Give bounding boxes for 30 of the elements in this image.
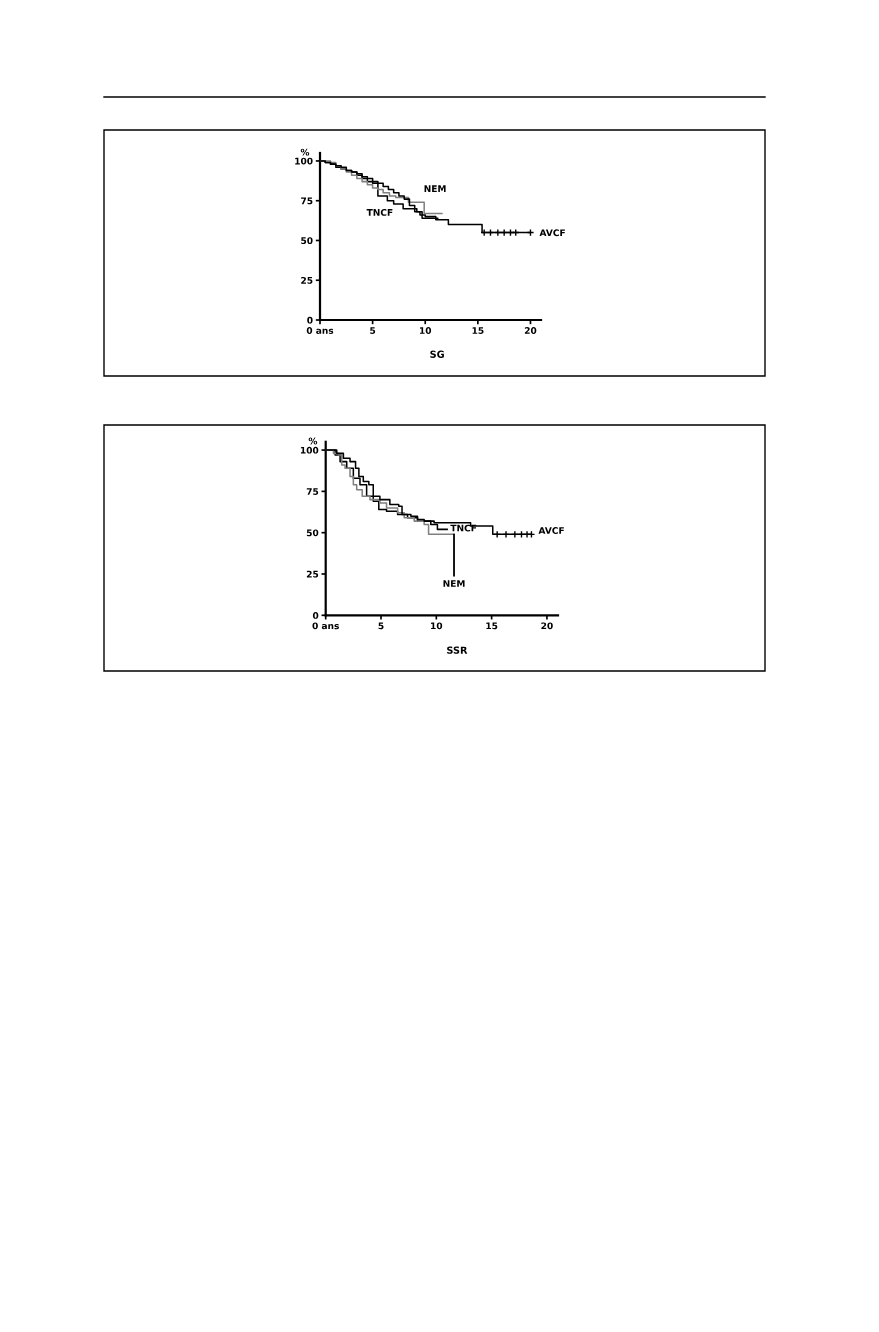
y-tick-label: 100 <box>295 157 313 165</box>
y-tick-label: 50 <box>301 237 313 245</box>
x-tick-label: 15 <box>472 327 484 334</box>
y-tick-label: 25 <box>301 276 313 284</box>
series-label: AVCF <box>539 229 565 237</box>
y-tick-label: 75 <box>306 488 319 495</box>
x-axis-title: SSR <box>447 646 468 654</box>
series-label: TNCF <box>366 209 393 216</box>
x-tick-label: 20 <box>541 622 553 630</box>
y-axis-title: % <box>308 437 318 445</box>
y-tick-label: 75 <box>301 197 313 205</box>
y-tick-label: 100 <box>300 446 319 454</box>
y-tick-label: 25 <box>306 570 319 578</box>
y-tick-label: 0 <box>307 316 313 324</box>
x-tick-label: 10 <box>419 327 432 334</box>
x-tick-label: 0 ans <box>312 622 339 630</box>
x-tick-label: 10 <box>431 622 443 630</box>
series-label: TNCF <box>450 524 477 532</box>
y-tick-label: 0 <box>312 612 319 619</box>
x-tick-label: 5 <box>378 622 384 630</box>
x-tick-label: 5 <box>370 327 376 334</box>
text: NEM <box>443 580 465 587</box>
x-tick-label: 20 <box>524 327 537 334</box>
x-tick-label: 15 <box>486 622 498 630</box>
x-axis-title: SG <box>430 350 444 358</box>
series-label: AVCF <box>538 527 564 534</box>
y-axis-title: % <box>300 148 310 156</box>
x-tick-label: 0 ans <box>306 327 334 334</box>
y-tick-label: 50 <box>306 529 319 537</box>
series-label: NEM <box>424 185 446 192</box>
